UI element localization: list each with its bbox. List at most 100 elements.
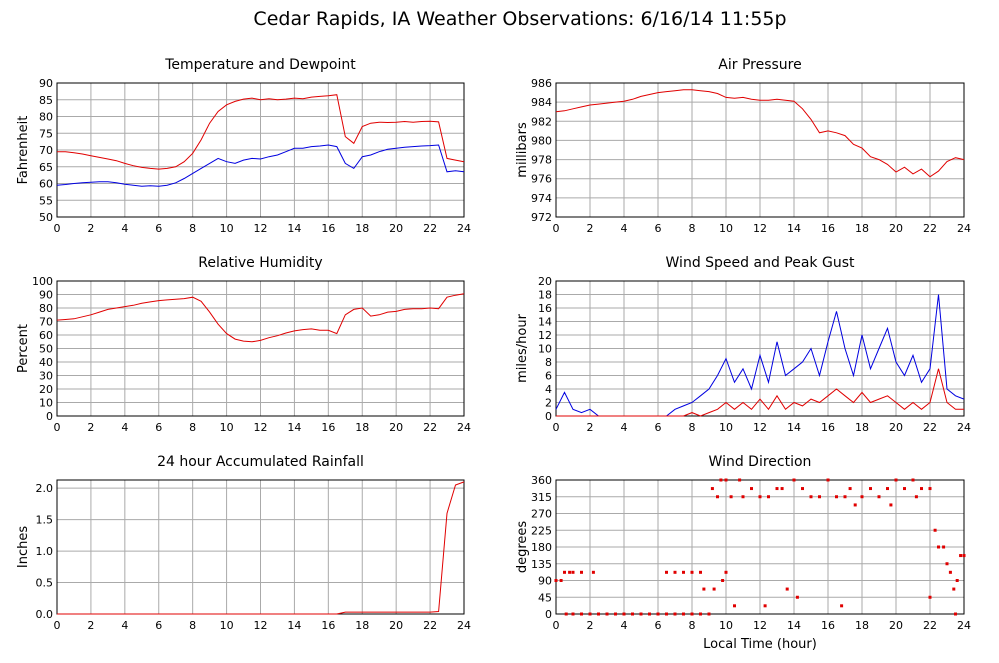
x-tick-label: 16 (821, 222, 835, 235)
data-point (733, 604, 736, 608)
x-tick-label: 20 (389, 421, 403, 434)
x-tick-label: 14 (287, 421, 301, 434)
y-tick-label: 982 (531, 115, 552, 128)
data-point (568, 570, 572, 574)
x-tick-label: 8 (689, 619, 696, 632)
x-tick-label: 18 (855, 222, 869, 235)
y-tick-label: 980 (531, 134, 552, 147)
data-point (937, 545, 940, 549)
x-tick-label: 18 (355, 619, 369, 632)
data-point (724, 570, 728, 574)
x-tick-label: 2 (587, 222, 594, 235)
y-tick-label: 135 (531, 558, 552, 571)
y-tick-label: 225 (531, 524, 552, 537)
data-point (710, 487, 714, 491)
data-point (656, 612, 660, 616)
chart-title: Relative Humidity (198, 255, 322, 271)
plot-frame (555, 479, 965, 615)
data-point (673, 612, 677, 616)
x-tick-label: 24 (957, 222, 971, 235)
x-tick-label: 4 (121, 222, 128, 235)
data-point (801, 487, 804, 491)
x-tick-label: 6 (655, 619, 662, 632)
x-tick-label: 20 (389, 619, 403, 632)
data-point (622, 612, 626, 616)
data-point (738, 478, 742, 482)
x-tick-label: 16 (821, 619, 835, 632)
x-tick-label: 0 (54, 421, 61, 434)
data-point (848, 487, 852, 491)
y-tick-label: 6 (545, 370, 552, 383)
data-point (928, 487, 932, 491)
x-tick-label: 20 (389, 222, 403, 235)
x-tick-label: 6 (655, 421, 662, 434)
x-tick-label: 8 (689, 421, 696, 434)
data-point (952, 587, 956, 591)
x-tick-label: 18 (355, 222, 369, 235)
y-tick-label: 10 (39, 397, 53, 410)
y-tick-label: 40 (39, 356, 53, 369)
y-tick-label: 12 (538, 329, 552, 342)
data-point (928, 595, 932, 599)
y-tick-label: 20 (538, 275, 552, 288)
x-tick-label: 18 (855, 619, 869, 632)
y-tick-label: 978 (531, 154, 552, 167)
x-tick-label: 0 (553, 619, 560, 632)
data-point (959, 554, 963, 558)
x-tick-label: 4 (121, 619, 128, 632)
plot-frame (555, 280, 965, 417)
plot-frame (555, 82, 965, 218)
y-tick-label: 80 (39, 111, 53, 124)
chart-title: Wind Direction (709, 454, 812, 470)
y-tick-label: 16 (538, 302, 552, 315)
y-tick-label: 0 (46, 410, 53, 423)
data-point (894, 478, 898, 482)
chart-title: Air Pressure (718, 57, 801, 73)
x-tick-label: 24 (457, 421, 471, 434)
y-tick-label: 45 (538, 591, 552, 604)
x-tick-label: 10 (220, 421, 234, 434)
data-point (886, 487, 889, 491)
x-tick-label: 22 (423, 619, 437, 632)
chart-title: Wind Speed and Peak Gust (666, 255, 855, 271)
chart-title: 24 hour Accumulated Rainfall (157, 454, 364, 470)
data-point (775, 487, 779, 491)
x-tick-label: 0 (54, 222, 61, 235)
x-tick-label: 6 (655, 222, 662, 235)
x-tick-label: 16 (821, 421, 835, 434)
y-tick-label: 1.0 (36, 545, 54, 558)
chart-title: Temperature and Dewpoint (164, 57, 356, 73)
x-tick-label: 10 (719, 619, 733, 632)
y-tick-label: 0.0 (36, 608, 54, 621)
data-point (665, 570, 668, 574)
y-tick-label: 90 (39, 77, 53, 90)
x-tick-label: 14 (287, 222, 301, 235)
data-point (945, 562, 949, 566)
data-point (911, 478, 915, 482)
x-tick-label: 8 (689, 222, 696, 235)
y-tick-label: 20 (39, 383, 53, 396)
data-point (712, 587, 716, 591)
y-tick-label: 70 (39, 144, 53, 157)
y-tick-label: 14 (538, 316, 552, 329)
y-tick-label: 90 (39, 289, 53, 302)
y-tick-label: 0 (545, 608, 552, 621)
data-point (707, 612, 711, 616)
data-point (729, 495, 733, 499)
y-tick-label: 0 (545, 410, 552, 423)
data-point (639, 612, 643, 616)
data-point (955, 579, 959, 582)
data-point (877, 495, 881, 499)
y-tick-label: 18 (538, 289, 552, 302)
data-point (682, 570, 685, 574)
data-point (750, 487, 753, 491)
data-point (954, 612, 957, 616)
plot-frame (56, 82, 465, 218)
x-tick-label: 8 (189, 619, 196, 632)
x-tick-label: 0 (54, 619, 61, 632)
data-point (962, 554, 966, 558)
y-tick-label: 85 (39, 94, 53, 107)
x-tick-label: 2 (587, 421, 594, 434)
data-point (763, 604, 767, 608)
y-tick-label: 270 (531, 508, 552, 521)
